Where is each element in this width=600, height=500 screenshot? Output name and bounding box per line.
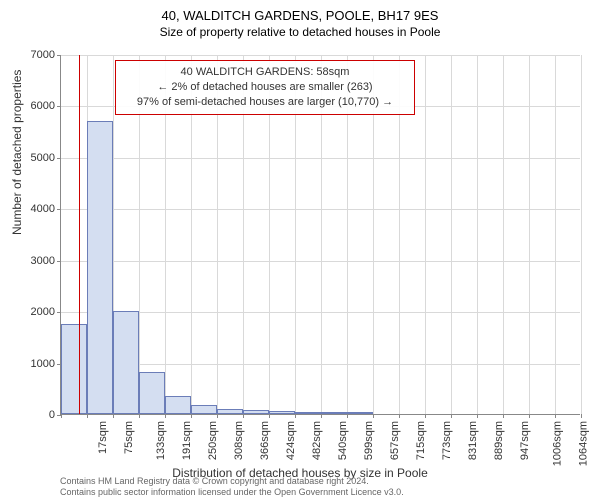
y-tick xyxy=(57,209,61,210)
y-tick xyxy=(57,312,61,313)
histogram-bar xyxy=(87,121,113,414)
histogram-bar xyxy=(321,412,347,414)
x-tick-label: 831sqm xyxy=(467,421,479,460)
x-tick xyxy=(269,414,270,418)
x-tick-label: 540sqm xyxy=(337,421,349,460)
x-tick-label: 1064sqm xyxy=(577,421,589,466)
x-tick xyxy=(503,414,504,418)
footer-line2: Contains public sector information licen… xyxy=(60,487,580,498)
x-tick-label: 191sqm xyxy=(181,421,193,460)
grid-line-v xyxy=(503,55,504,414)
x-tick xyxy=(477,414,478,418)
footer: Contains HM Land Registry data © Crown c… xyxy=(60,476,580,498)
y-tick-label: 0 xyxy=(15,409,55,421)
x-tick xyxy=(139,414,140,418)
grid-line-v xyxy=(425,55,426,414)
histogram-bar xyxy=(61,324,87,414)
grid-line-v xyxy=(529,55,530,414)
histogram-bar xyxy=(139,372,165,414)
annotation-line2: ← 2% of detached houses are smaller (263… xyxy=(124,80,406,95)
x-tick xyxy=(191,414,192,418)
chart-subtitle: Size of property relative to detached ho… xyxy=(0,23,600,43)
x-tick xyxy=(373,414,374,418)
x-tick-label: 308sqm xyxy=(233,421,245,460)
y-tick xyxy=(57,55,61,56)
chart-container: 40, WALDITCH GARDENS, POOLE, BH17 9ES Si… xyxy=(0,0,600,500)
grid-line-v xyxy=(451,55,452,414)
grid-line-v xyxy=(555,55,556,414)
x-tick-label: 17sqm xyxy=(97,421,109,454)
x-tick-label: 773sqm xyxy=(441,421,453,460)
y-tick-label: 2000 xyxy=(15,306,55,318)
x-tick xyxy=(295,414,296,418)
grid-line-v xyxy=(477,55,478,414)
y-tick-label: 6000 xyxy=(15,100,55,112)
y-tick-label: 4000 xyxy=(15,203,55,215)
x-tick xyxy=(165,414,166,418)
x-tick-label: 75sqm xyxy=(123,421,135,454)
x-tick-label: 250sqm xyxy=(207,421,219,460)
x-tick xyxy=(555,414,556,418)
y-tick xyxy=(57,261,61,262)
x-tick-label: 889sqm xyxy=(493,421,505,460)
x-tick xyxy=(217,414,218,418)
x-tick-label: 482sqm xyxy=(311,421,323,460)
x-tick-label: 133sqm xyxy=(155,421,167,460)
histogram-bar xyxy=(347,412,373,414)
x-tick-label: 947sqm xyxy=(519,421,531,460)
annotation-box: 40 WALDITCH GARDENS: 58sqm ← 2% of detac… xyxy=(115,60,415,115)
histogram-bar xyxy=(295,412,321,414)
x-tick xyxy=(581,414,582,418)
x-tick xyxy=(451,414,452,418)
histogram-bar xyxy=(269,411,295,414)
histogram-bar xyxy=(243,410,269,414)
x-tick xyxy=(113,414,114,418)
y-tick xyxy=(57,158,61,159)
y-tick-label: 3000 xyxy=(15,255,55,267)
histogram-bar xyxy=(113,311,139,414)
x-tick-label: 1006sqm xyxy=(551,421,563,466)
histogram-bar xyxy=(217,409,243,414)
footer-line1: Contains HM Land Registry data © Crown c… xyxy=(60,476,580,487)
x-tick-label: 715sqm xyxy=(415,421,427,460)
x-tick xyxy=(425,414,426,418)
x-tick-label: 424sqm xyxy=(285,421,297,460)
x-tick xyxy=(243,414,244,418)
y-tick-label: 7000 xyxy=(15,49,55,61)
grid-line-v xyxy=(581,55,582,414)
y-tick-label: 1000 xyxy=(15,358,55,370)
x-tick-label: 599sqm xyxy=(363,421,375,460)
histogram-bar xyxy=(191,405,217,414)
x-tick-label: 366sqm xyxy=(259,421,271,460)
annotation-line1: 40 WALDITCH GARDENS: 58sqm xyxy=(124,65,406,80)
x-tick xyxy=(61,414,62,418)
chart-title: 40, WALDITCH GARDENS, POOLE, BH17 9ES xyxy=(0,0,600,23)
histogram-bar xyxy=(165,396,191,415)
x-tick xyxy=(529,414,530,418)
x-tick xyxy=(399,414,400,418)
x-tick xyxy=(347,414,348,418)
x-tick xyxy=(321,414,322,418)
reference-line xyxy=(79,55,80,414)
y-tick-label: 5000 xyxy=(15,152,55,164)
x-tick xyxy=(87,414,88,418)
y-tick xyxy=(57,106,61,107)
x-tick-label: 657sqm xyxy=(389,421,401,460)
annotation-line3: 97% of semi-detached houses are larger (… xyxy=(124,95,406,110)
